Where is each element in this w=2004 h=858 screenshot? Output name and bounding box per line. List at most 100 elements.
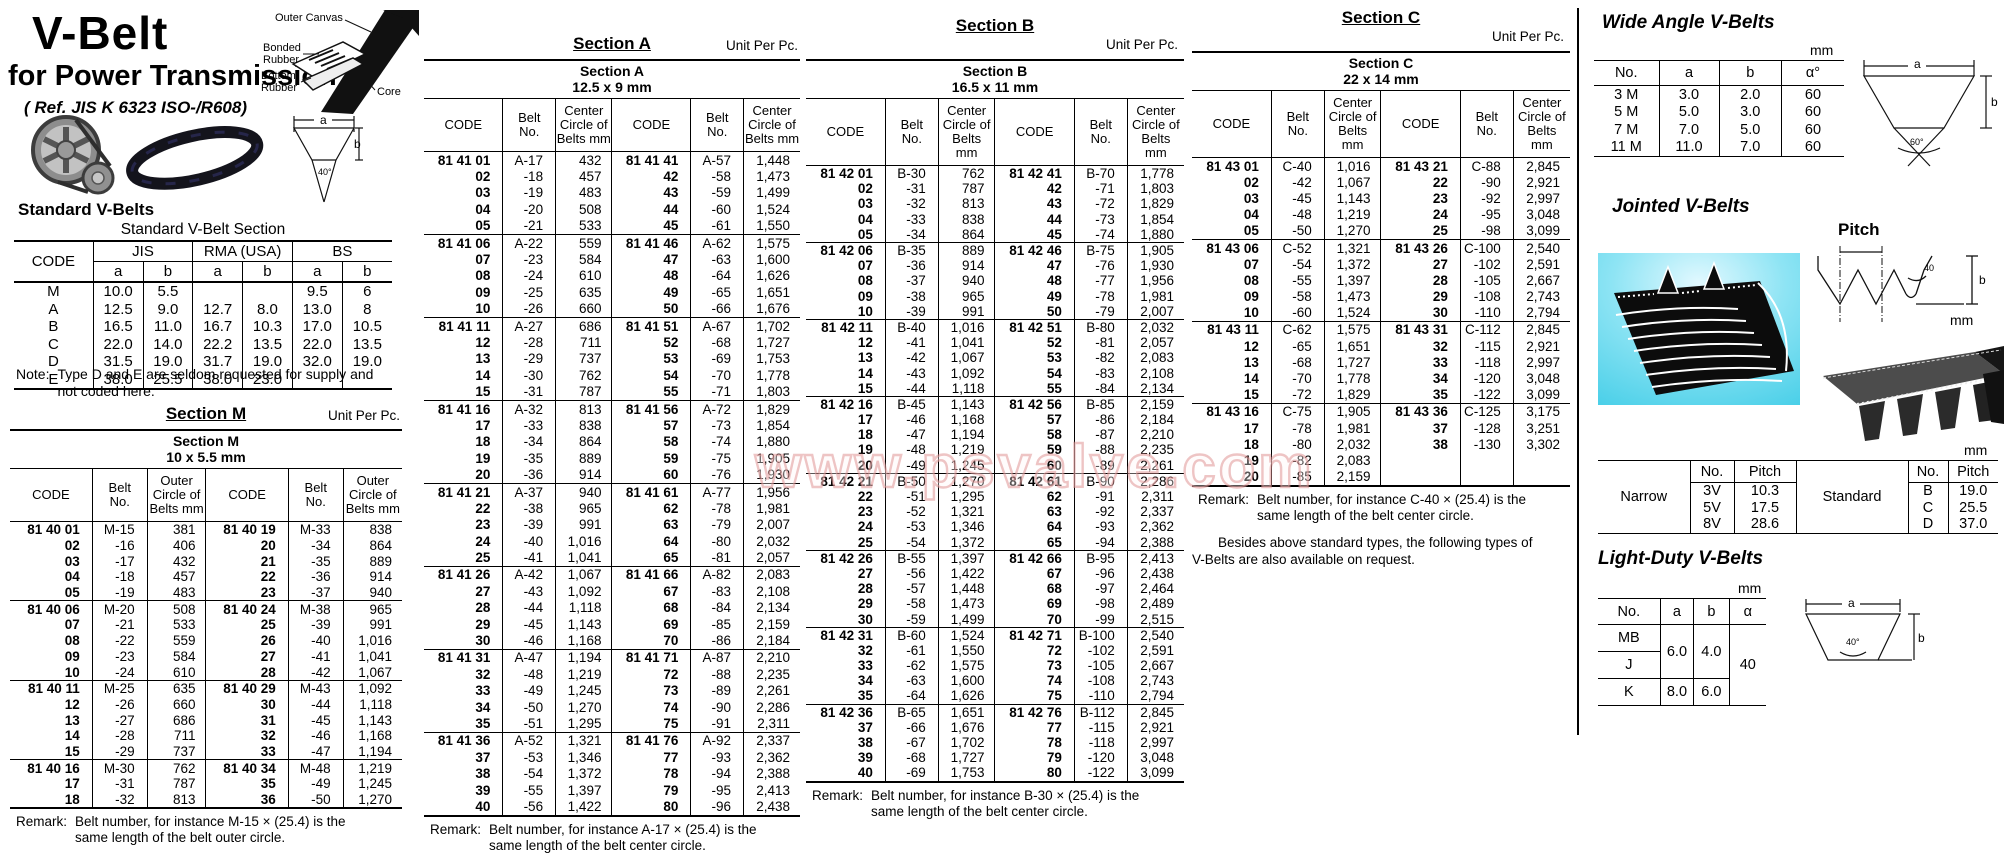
cell-code: 65 bbox=[994, 534, 1075, 551]
remark-text: Belt number, for instance M-15 × (25.4) … bbox=[75, 814, 346, 846]
table-row: 28 -57 1,448 68 -97 2,464 bbox=[806, 581, 1184, 597]
cell-belt-no: -105 bbox=[1459, 272, 1514, 289]
cell-code: 75 bbox=[611, 715, 691, 733]
cell-belt-no: -24 bbox=[502, 267, 556, 285]
column-header: CODE bbox=[806, 98, 886, 166]
table-row: 08 -37 940 48 -77 1,956 bbox=[806, 273, 1184, 289]
column-header: a bbox=[1659, 598, 1694, 625]
cell-value: 2.0 bbox=[1718, 85, 1782, 104]
cell-belt-no: B-40 bbox=[884, 319, 939, 336]
cell-belt-no: -78 bbox=[1270, 420, 1325, 437]
cell-code: 07 bbox=[475, 252, 491, 268]
cell-circle: 1,168 bbox=[342, 727, 402, 744]
column-header: CODE bbox=[205, 468, 289, 522]
cell-code: 38 bbox=[857, 735, 873, 751]
cell-circle: 940 bbox=[555, 483, 612, 501]
table-row: 14 -70 1,778 34 -120 3,048 bbox=[1192, 370, 1570, 387]
table-head: No. a b α bbox=[1598, 598, 1766, 625]
table-row: 29 -58 1,473 69 -98 2,489 bbox=[806, 596, 1184, 612]
cell-circle: 1,930 bbox=[743, 466, 800, 484]
cell-circle: 1,981 bbox=[1126, 288, 1184, 304]
cell-value: 23.0 bbox=[242, 370, 293, 389]
cell-circle: 2,515 bbox=[1126, 611, 1184, 628]
cell-belt-no: -18 bbox=[91, 569, 148, 585]
cell-circle: 2,794 bbox=[1512, 304, 1570, 322]
cell-belt-no: -53 bbox=[884, 519, 939, 535]
cell-circle: 762 bbox=[555, 367, 612, 384]
table-row: 81 42 36 B-65 1,651 81 42 76 B-112 2,845 bbox=[806, 704, 1184, 720]
column-header: b bbox=[1693, 598, 1730, 625]
cell-code: 59 bbox=[994, 442, 1075, 458]
table-body: 3 M 3.0 2.0 60 5 M 5.0 3.0 60 7 M 7.0 5.0 60 11 M 11.… bbox=[1594, 85, 1844, 157]
table-row: 81 41 21 A-37 940 81 41 61 A-77 1,956 bbox=[424, 483, 800, 501]
cell-code: 57 bbox=[994, 412, 1075, 428]
cell-belt-no: A-87 bbox=[690, 649, 744, 667]
cell-belt-no: -63 bbox=[884, 673, 939, 689]
cell-belt-no: -42 bbox=[884, 350, 939, 366]
dim-a-label: a bbox=[320, 113, 327, 127]
cell-circle: 2,057 bbox=[1126, 335, 1184, 351]
cell-code: 81 42 46 bbox=[994, 242, 1075, 259]
section-data-table: Section M 10 x 5.5 mm CODE Belt No. Outer C… bbox=[10, 429, 402, 810]
cell-code: 81 40 24 bbox=[205, 600, 289, 618]
table-row: 09 -23 584 27 -41 1,041 bbox=[10, 648, 402, 665]
cell-belt-no: -36 bbox=[502, 466, 556, 484]
cell-circle: 864 bbox=[555, 433, 612, 451]
row-group: 81 41 31 A-47 1,194 81 41 71 A-87 2,210 32 -48 1… bbox=[424, 649, 800, 733]
column-header: Belt No. bbox=[1270, 90, 1325, 158]
cell-circle: 1,905 bbox=[1126, 242, 1184, 259]
cell-code: 60 bbox=[994, 457, 1075, 474]
pitch-diagram: Pitch 40 b mm bbox=[1812, 221, 1992, 340]
jointed-belt-photo bbox=[1815, 344, 2004, 449]
cell-circle: 1,854 bbox=[743, 417, 800, 434]
cell-code: 04 bbox=[857, 211, 873, 227]
ab-header: b bbox=[242, 261, 293, 283]
cell-code: 78 bbox=[611, 765, 691, 782]
cell-circle: 1,550 bbox=[743, 217, 800, 235]
cell-circle: 940 bbox=[342, 584, 402, 601]
cell-belt-no: B-50 bbox=[884, 473, 939, 489]
cell-code: 81 43 16 bbox=[1206, 404, 1259, 420]
table-row: 12 -41 1,041 52 -81 2,057 bbox=[806, 335, 1184, 351]
standard-note: Note: Type D and E are seldom requested … bbox=[16, 366, 402, 400]
table-row: 15 -31 787 55 -71 1,803 bbox=[424, 383, 800, 401]
cell-value: 16.5 bbox=[92, 318, 144, 336]
cell-code: 81 40 29 bbox=[205, 680, 289, 697]
cell-circle: 1,473 bbox=[937, 596, 995, 612]
section-a-unit: Unit Per Pc. bbox=[725, 38, 798, 53]
cell-circle: 660 bbox=[146, 696, 206, 713]
angle-label: 40° bbox=[318, 167, 332, 177]
cell-code: 28 bbox=[205, 664, 289, 681]
cell-circle: 1,422 bbox=[555, 798, 612, 816]
table-row: 05 -19 483 23 -37 940 bbox=[10, 584, 402, 601]
cell-code: 73 bbox=[611, 682, 691, 699]
cell-code: 33 bbox=[205, 743, 289, 760]
table-row: 32 -61 1,550 72 -102 2,591 bbox=[806, 642, 1184, 658]
table-row: M 10.0 5.5 9.5 6 bbox=[14, 282, 392, 301]
cell-code: 81 41 51 bbox=[611, 317, 691, 335]
cell-circle: 1,829 bbox=[743, 400, 800, 418]
cell-belt-no: -102 bbox=[1459, 256, 1514, 273]
cell-circle: 3,251 bbox=[1512, 420, 1570, 437]
table-row: 04 -20 508 44 -60 1,524 bbox=[424, 201, 800, 218]
cell-code: 08 bbox=[475, 268, 491, 284]
section-b-header: Section B Unit Per Pc. bbox=[806, 16, 1184, 56]
cell-code: 15 bbox=[1243, 387, 1259, 403]
cell-belt-no: -20 bbox=[502, 201, 556, 218]
cell-belt-no: M-43 bbox=[287, 680, 344, 697]
table-row: 3V 10.3 B 19.0 bbox=[1598, 482, 1998, 500]
cell-circle: 1,194 bbox=[555, 649, 612, 667]
column-header-row: CODE Belt No. Center Circle of Belts mm COD… bbox=[424, 98, 800, 152]
cell-value: 10.5 bbox=[341, 318, 392, 336]
cell-code bbox=[1380, 468, 1461, 486]
cell-circle: 965 bbox=[555, 500, 612, 517]
cell-circle: 3,099 bbox=[1512, 386, 1570, 404]
cell-code: 24 bbox=[475, 533, 491, 549]
cell-value: 60 bbox=[1781, 121, 1844, 139]
cell-circle: 864 bbox=[342, 537, 402, 554]
cell-code: 17 bbox=[1243, 420, 1259, 436]
cell-code: 28 bbox=[857, 581, 873, 597]
cell-circle: 1,676 bbox=[937, 719, 995, 735]
cell-belt-no: A-82 bbox=[690, 566, 744, 584]
cell-code: 03 bbox=[64, 553, 80, 569]
